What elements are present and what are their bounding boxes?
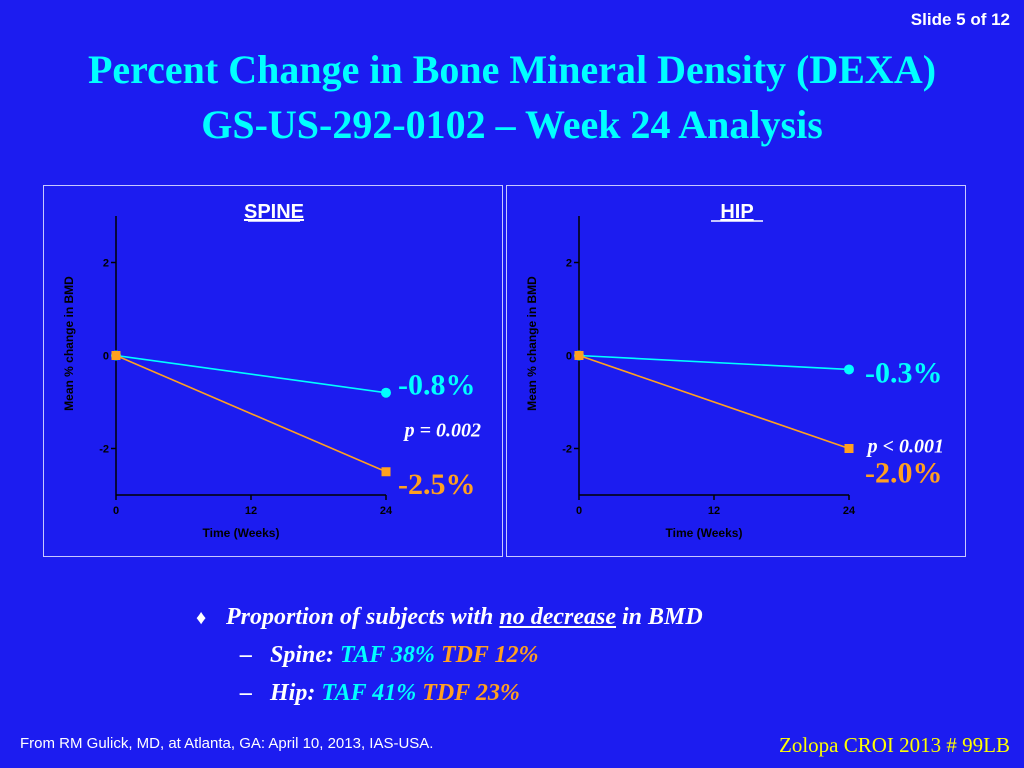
x-axis-label: Time (Weeks) — [203, 526, 280, 540]
data-point-square — [574, 351, 584, 360]
dash-bullet-icon: – — [240, 642, 252, 668]
bullet-main: ♦ Proportion of subjects with no decrease… — [196, 598, 703, 636]
spine-taf-value: TAF 38% — [340, 642, 435, 668]
y-axis-label: Mean % change in BMD — [62, 276, 76, 411]
data-point-square — [111, 351, 121, 360]
p-value-annotation: p < 0.001 — [866, 436, 944, 458]
y-tick-label: 2 — [566, 258, 572, 270]
hip-tdf-value: TDF 23% — [422, 680, 520, 706]
y-tick-label: 0 — [103, 351, 109, 363]
series-line-tdf — [115, 354, 387, 473]
data-point-square — [844, 444, 854, 453]
reference-citation: Zolopa CROI 2013 # 99LB — [779, 733, 1010, 757]
x-axis-label: Time (Weeks) — [666, 526, 743, 540]
hip-label: Hip: — [270, 680, 322, 706]
source-citation: From RM Gulick, MD, at Atlanta, GA: Apri… — [20, 735, 434, 752]
end-value-label: -0.8% — [398, 369, 476, 402]
y-tick-label: -2 — [99, 444, 109, 456]
bullet-list: ♦ Proportion of subjects with no decrease… — [196, 598, 703, 712]
bullet-main-underlined: no decrease — [499, 604, 617, 630]
spine-chart: SPINE 2 0 -2 0 12 24 Time (Weeks) Mean % change … — [62, 201, 481, 540]
y-axis-label: Mean % change in BMD — [525, 276, 539, 411]
series-line-taf — [115, 354, 387, 394]
x-tick-label: 24 — [843, 505, 856, 517]
dash-bullet-icon: – — [240, 680, 252, 706]
slide-number: Slide 5 of 12 — [910, 10, 1010, 29]
y-tick-label: 2 — [103, 258, 109, 270]
bullet-spine: – Spine: TAF 38% TDF 12% — [196, 636, 703, 674]
y-tick-label: 0 — [566, 351, 572, 363]
bullet-hip: – Hip: TAF 41% TDF 23% — [196, 674, 703, 712]
slide-title-line-1: Percent Change in Bone Mineral Density (… — [87, 47, 937, 92]
x-tick-label: 12 — [708, 505, 720, 517]
spine-label: Spine: — [270, 642, 341, 668]
end-value-label: -2.5% — [398, 468, 476, 501]
spine-chart-panel: SPINE 2 0 -2 0 12 24 Time (Weeks) Mean % change … — [43, 185, 503, 557]
chart-title: HIP — [720, 201, 753, 223]
hip-taf-value: TAF 41% — [321, 680, 417, 706]
p-value-annotation: p = 0.002 — [403, 420, 481, 442]
x-tick-label: 12 — [245, 505, 257, 517]
x-tick-label: 0 — [576, 505, 582, 517]
end-value-label: -0.3% — [865, 356, 943, 389]
slide-title-line-2: GS-US-292-0102 – Week 24 Analysis — [201, 102, 823, 147]
bullet-main-text-end: in BMD — [616, 604, 703, 630]
x-tick-label: 0 — [113, 505, 119, 517]
data-point-circle — [381, 387, 391, 398]
series-line-taf — [578, 354, 850, 371]
spine-tdf-value: TDF 12% — [440, 642, 539, 668]
data-point-circle — [844, 364, 854, 375]
data-point-square — [381, 467, 391, 477]
x-tick-label: 24 — [380, 505, 393, 517]
chart-title: SPINE — [244, 201, 304, 223]
hip-chart-panel: HIP 2 0 -2 0 12 24 Time (Weeks) Mean % change in… — [506, 185, 966, 557]
y-tick-label: -2 — [562, 444, 572, 456]
diamond-bullet-icon: ♦ — [196, 607, 207, 629]
hip-chart: HIP 2 0 -2 0 12 24 Time (Weeks) Mean % change in… — [525, 201, 944, 540]
bullet-main-text: Proportion of subjects with — [226, 604, 500, 630]
end-value-label: -2.0% — [865, 457, 943, 490]
series-line-tdf — [578, 354, 850, 450]
